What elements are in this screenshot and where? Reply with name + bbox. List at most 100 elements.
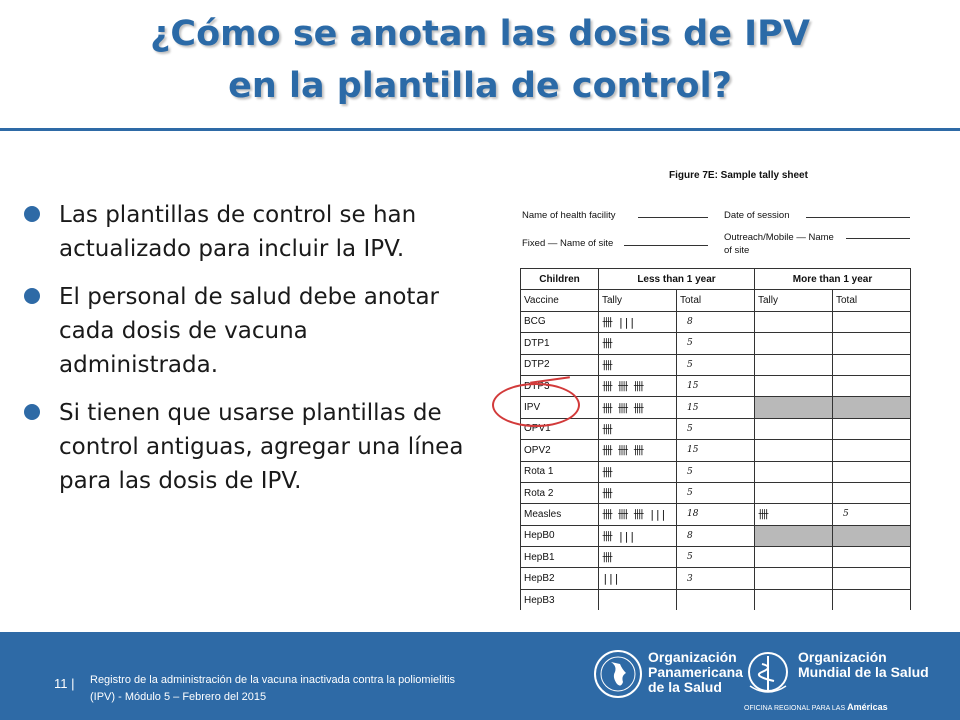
bullet-list: Las plantillas de control se han actuali… (22, 198, 472, 512)
tally-cell (754, 310, 833, 334)
who-subtitle: OFICINA REGIONAL PARA LAS Américas (744, 702, 888, 712)
tally-cell (754, 439, 833, 462)
title-line-2: en la plantilla de control? (228, 66, 732, 106)
tally-cell (754, 417, 833, 441)
total-cell (831, 481, 912, 505)
total-cell: 5 (676, 332, 755, 355)
form-line (638, 217, 708, 218)
header-vaccine: Vaccine (520, 289, 599, 312)
total-cell: 5 (676, 481, 755, 505)
tally-cell (754, 374, 833, 398)
tally-sheet-figure: Figure 7E: Sample tally sheet Name of he… (500, 160, 930, 610)
total-cell (831, 353, 912, 376)
tally-cell (754, 588, 833, 610)
tally-body: BCG 卌 ||| 8 DTP1 卌 5 DTP2 卌 5 DTP3 卌 卌 卌 15 IPV 卌 卌 卌… (520, 310, 912, 610)
total-cell (831, 439, 912, 462)
who-logo: Organización Mundial de la Salud OFICINA… (742, 648, 929, 713)
total-cell (831, 332, 912, 355)
total-cell: 5 (676, 460, 755, 483)
bullet-item: Las plantillas de control se han actuali… (22, 198, 472, 266)
total-cell: 5 (676, 417, 755, 441)
tally-cell (754, 524, 833, 548)
total-cell (831, 588, 912, 610)
table-row: DTP1 卌 5 (520, 332, 912, 355)
tally-cell: 卌 (598, 332, 677, 355)
tally-cell (754, 546, 833, 569)
table-row: HepB1 卌 5 (520, 546, 912, 569)
table-row: HepB0 卌 ||| 8 (520, 524, 912, 548)
vaccine-cell: Measles (520, 503, 599, 526)
tally-table: Children Less than 1 year More than 1 ye… (520, 267, 912, 610)
table-row: Measles 卌 卌 卌 ||| 18 卌 5 (520, 503, 912, 526)
bullet-text: Las plantillas de control se han actuali… (59, 202, 417, 262)
tally-cell: 卌 卌 卌 ||| (598, 503, 677, 526)
bullet-dot-icon (24, 288, 40, 304)
total-cell: 3 (676, 567, 755, 590)
vaccine-cell: HepB3 (520, 588, 599, 610)
total-cell: 18 (676, 503, 755, 526)
header-total: Total (831, 289, 912, 312)
total-cell (831, 567, 912, 590)
globe-icon (594, 650, 642, 698)
table-row: DTP3 卌 卌 卌 15 (520, 374, 912, 398)
bullet-dot-icon (24, 404, 40, 420)
fixed-site-label: Fixed — Name of site (522, 238, 614, 249)
tally-cell: 卌 ||| (598, 310, 677, 334)
vaccine-cell: DTP1 (520, 332, 599, 355)
total-cell (831, 524, 912, 548)
vaccine-cell: DTP2 (520, 353, 599, 376)
tally-cell: 卌 卌 卌 (598, 374, 677, 398)
tally-cell: 卌 (598, 417, 677, 441)
bullet-dot-icon (24, 206, 40, 222)
title-divider (0, 128, 960, 131)
total-cell (831, 396, 912, 419)
tally-cell (754, 481, 833, 505)
bullet-item: Si tienen que usarse plantillas de contr… (22, 396, 472, 498)
bullet-item: El personal de salud debe anotar cada do… (22, 280, 472, 382)
slide-title: ¿Cómo se anotan las dosis de IPV en la p… (0, 8, 960, 112)
total-cell (831, 374, 912, 398)
tally-cell: 卌 卌 卌 (598, 439, 677, 462)
paho-logo: Organización Panamericana de la Salud (592, 648, 743, 700)
form-line (806, 217, 910, 218)
footer-line-2: (IPV) - Módulo 5 – Febrero del 2015 (90, 691, 267, 703)
page-number: 11 | (54, 676, 75, 691)
table-row: DTP2 卌 5 (520, 353, 912, 376)
header-children: Children (520, 267, 599, 291)
tally-cell: 卌 ||| (598, 524, 677, 548)
header-tally: Tally (754, 289, 833, 312)
figure-title: Figure 7E: Sample tally sheet (669, 170, 808, 181)
paho-name: Organización Panamericana de la Salud (648, 649, 743, 695)
tally-cell (598, 588, 677, 610)
outreach-label: Outreach/Mobile — Name (724, 232, 834, 243)
total-cell: 15 (676, 396, 755, 419)
total-cell: 5 (676, 353, 755, 376)
table-header-row: Children Less than 1 year More than 1 ye… (520, 267, 912, 291)
form-line (624, 245, 708, 246)
tally-cell (754, 332, 833, 355)
vaccine-cell: HepB0 (520, 524, 599, 548)
vaccine-cell: HepB2 (520, 567, 599, 590)
footer-bar: 11 | Registro de la administración de la… (0, 632, 960, 720)
form-line (846, 238, 910, 239)
vaccine-cell: HepB1 (520, 546, 599, 569)
tally-cell: 卌 (598, 546, 677, 569)
header-less-than-1: Less than 1 year (598, 267, 755, 291)
total-cell (831, 310, 912, 334)
table-row: OPV1 卌 5 (520, 417, 912, 441)
table-row: BCG 卌 ||| 8 (520, 310, 912, 334)
tally-cell: ||| (598, 567, 677, 590)
header-more-than-1: More than 1 year (753, 267, 912, 291)
total-cell (676, 588, 755, 610)
total-cell (831, 460, 912, 483)
tally-cell: 卌 (754, 503, 833, 526)
table-row: HepB2 ||| 3 (520, 567, 912, 590)
title-line-1: ¿Cómo se anotan las dosis de IPV (150, 14, 810, 54)
bullet-text: El personal de salud debe anotar cada do… (59, 284, 440, 378)
vaccine-cell: Rota 1 (520, 460, 599, 483)
tally-cell (754, 396, 833, 419)
total-cell (831, 546, 912, 569)
of-site-label: of site (724, 245, 750, 256)
table-row: OPV2 卌 卌 卌 15 (520, 439, 912, 462)
